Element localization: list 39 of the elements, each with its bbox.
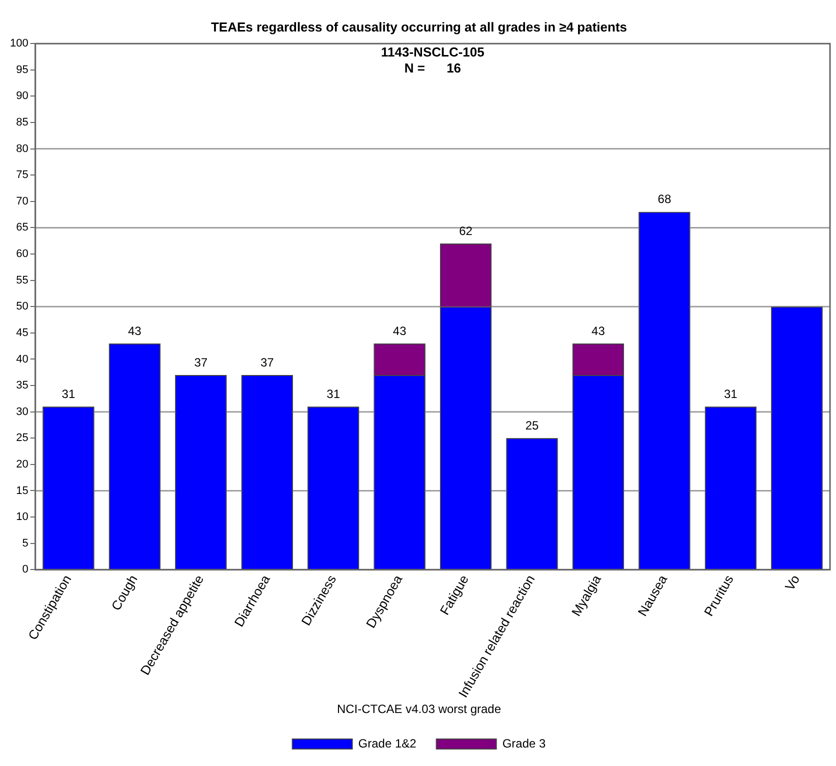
y-tick-label: 30	[16, 406, 28, 418]
total-label: 43	[392, 324, 407, 338]
chart-title: TEAEs regardless of causality occurring at all grades in ≥4 patients	[210, 19, 628, 34]
y-tick-label: 20	[16, 458, 28, 470]
y-tick-label: 75	[16, 169, 28, 182]
total-label: 43	[128, 324, 142, 338]
y-tick-label: 40	[16, 353, 28, 366]
y-tick-label: 85	[16, 116, 28, 129]
y-tick-label: 15	[16, 484, 28, 497]
y-tick-label: 35	[16, 380, 28, 392]
total-label: 62	[459, 224, 473, 238]
y-tick-label: 55	[16, 274, 28, 286]
total-label: 31	[62, 386, 76, 401]
chart-subtitle: 1143-NSCLC-105	[381, 44, 484, 60]
y-tick-label: 95	[16, 64, 28, 76]
y-tick-label: 45	[16, 326, 28, 339]
y-tick-label: 25	[16, 432, 28, 444]
y-tick-label: 50	[16, 300, 28, 313]
legend-label: Grade 3	[502, 736, 546, 750]
total-label: 43	[592, 324, 606, 338]
total-label: 68	[658, 192, 672, 206]
y-tick-label: 90	[16, 90, 28, 102]
x-tick-label: Vo	[782, 572, 803, 593]
total-label: 31	[326, 386, 340, 401]
y-tick-label: 0	[22, 564, 28, 576]
total-label: 31	[724, 386, 738, 401]
annotation: N = 16	[404, 60, 462, 76]
legend-title: NCI-CTCAE v4.03 worst grade	[336, 702, 502, 716]
y-tick-label: 5	[22, 537, 28, 550]
total-label: 37	[194, 355, 208, 370]
y-tick-label: 60	[16, 248, 28, 260]
y-tick-label: 65	[16, 222, 28, 234]
y-tick-label: 100	[10, 38, 28, 50]
y-tick-label: 80	[16, 142, 28, 155]
legend-label: Grade 1&2	[358, 736, 417, 750]
total-label: 37	[260, 355, 274, 370]
y-tick-label: 70	[16, 195, 28, 208]
y-tick-label: 10	[16, 511, 28, 524]
total-label: 25	[525, 418, 539, 432]
